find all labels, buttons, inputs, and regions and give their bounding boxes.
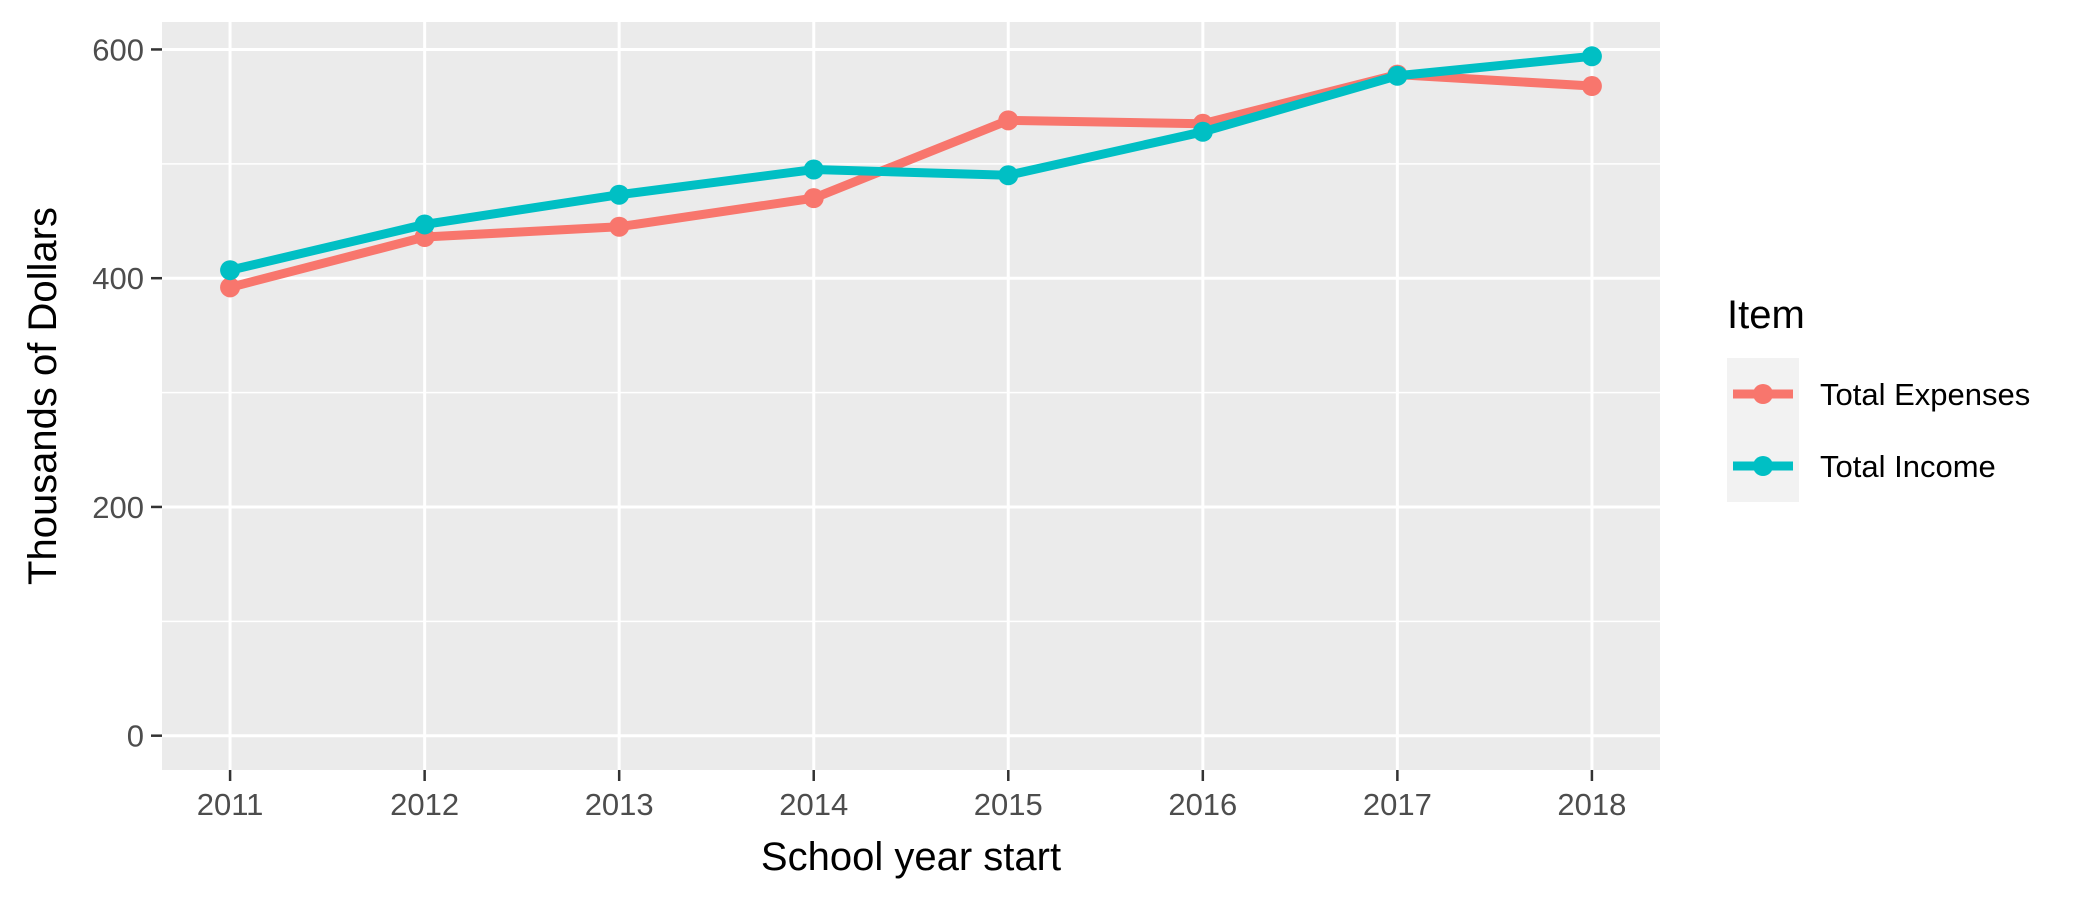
x-tick-label: 2013: [585, 787, 654, 822]
series-total-income: [220, 46, 1602, 281]
data-point-total-income: [998, 165, 1019, 186]
data-point-total-expenses: [1581, 76, 1602, 97]
series-line-total-income: [229, 51, 1593, 275]
data-point-total-expenses: [220, 277, 241, 298]
x-axis-title: School year start: [761, 835, 1061, 879]
major-gridlines: [162, 22, 1660, 770]
x-axis: 2011 2012 2013 2014 2015 2016 2017 2018: [197, 770, 1626, 822]
data-point-total-expenses: [998, 110, 1019, 131]
data-point-total-income: [220, 260, 241, 281]
legend-label: Total Income: [1820, 449, 1996, 484]
y-tick-label: 400: [92, 261, 144, 296]
series-layer: [220, 46, 1602, 298]
legend-item: Total Expenses: [1733, 377, 2030, 412]
data-point-total-expenses: [609, 216, 630, 237]
data-point-total-income: [1192, 121, 1213, 142]
x-tick-label: 2017: [1363, 787, 1432, 822]
y-axis: 0 200 400 600: [92, 32, 162, 754]
x-tick-label: 2011: [197, 787, 264, 822]
y-tick-label: 600: [92, 32, 144, 67]
legend-key-point: [1753, 456, 1773, 476]
data-point-total-income: [1387, 65, 1408, 86]
y-tick-label: 0: [127, 719, 144, 754]
legend-items: Total Expenses Total Income: [1733, 377, 2030, 484]
legend: Item Total Expenses Total Income: [1727, 293, 2030, 502]
x-tick-label: 2016: [1168, 787, 1237, 822]
x-tick-label: 2015: [974, 787, 1043, 822]
data-point-total-expenses: [803, 188, 824, 209]
plot-panel: [162, 22, 1660, 770]
x-tick-label: 2014: [779, 787, 848, 822]
legend-title: Item: [1727, 293, 1805, 337]
y-axis-title: Thousands of Dollars: [21, 207, 65, 585]
legend-key-point: [1753, 384, 1773, 404]
data-point-total-income: [803, 159, 824, 180]
x-tick-label: 2018: [1557, 787, 1626, 822]
legend-label: Total Expenses: [1820, 377, 2030, 412]
data-point-total-income: [414, 214, 435, 235]
data-point-total-income: [609, 184, 630, 205]
legend-keys-background: [1727, 358, 1799, 502]
y-tick-label: 200: [92, 490, 144, 525]
x-tick-label: 2012: [390, 787, 459, 822]
data-point-total-income: [1581, 46, 1602, 67]
legend-item: Total Income: [1733, 449, 1996, 484]
